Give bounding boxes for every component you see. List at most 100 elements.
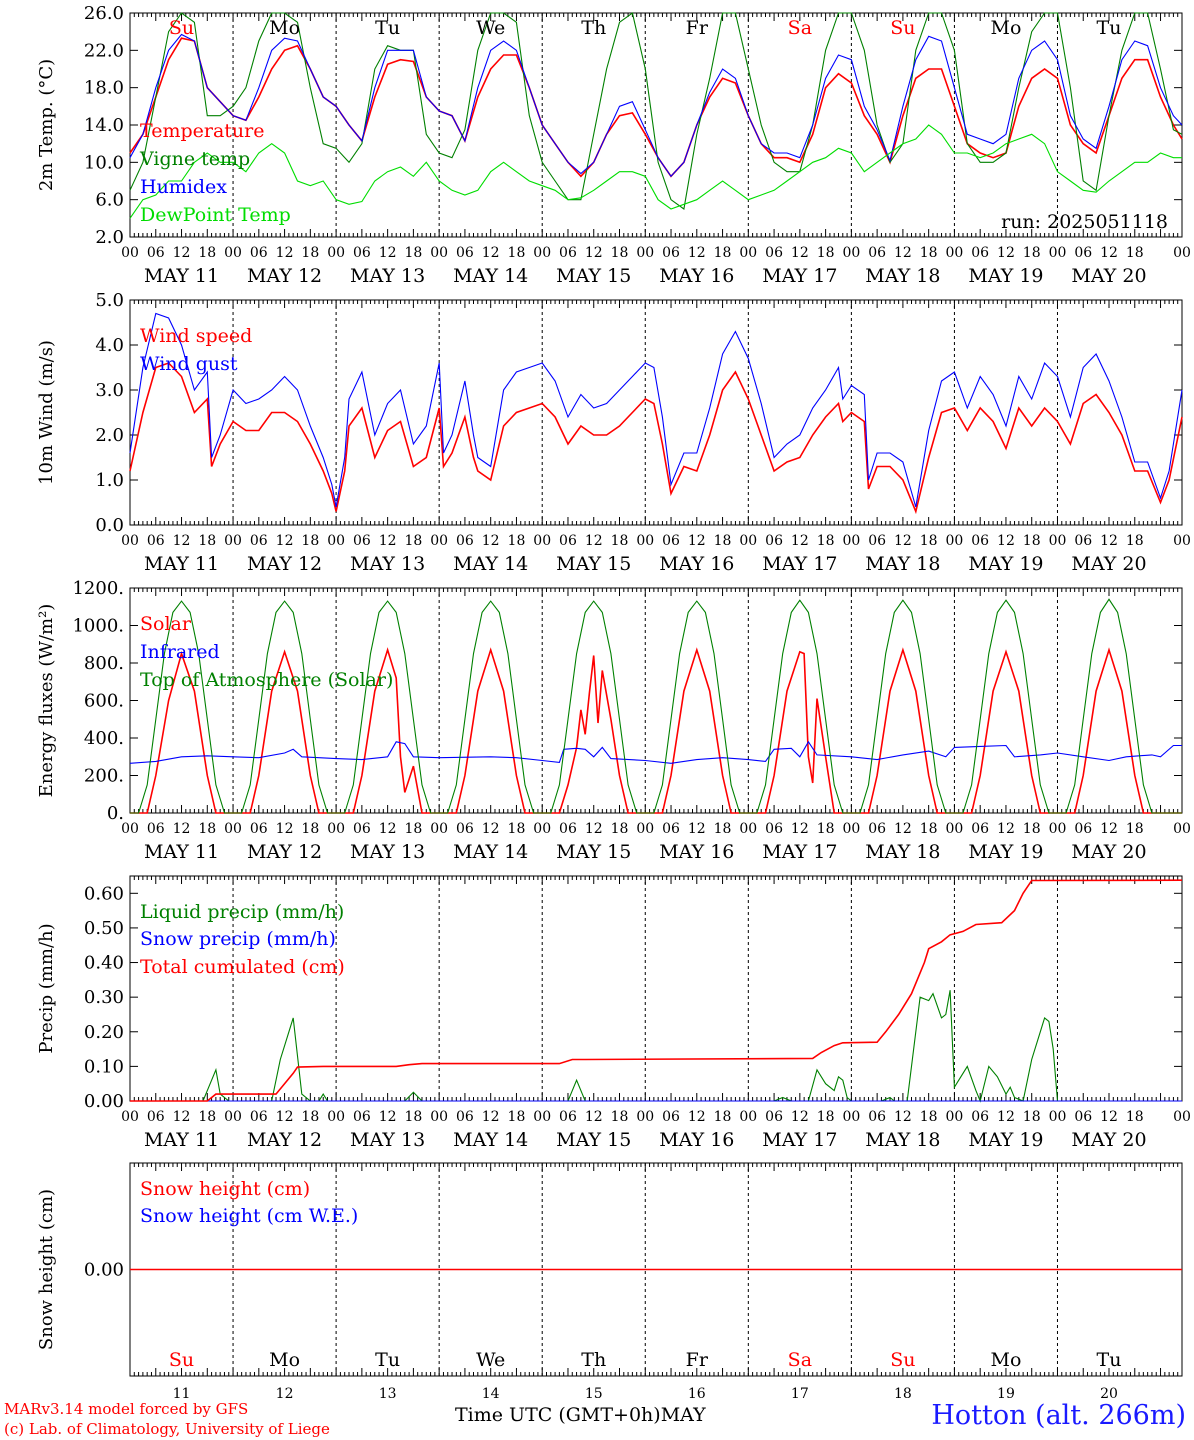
hour-tick-label: 06 [1074,245,1092,261]
precip-series-liquid-precip-mm-h- [130,990,1182,1103]
temp-legend-item: DewPoint Temp [140,204,291,226]
temp-ytick-label: 22.0 [84,40,124,61]
hour-tick-label: 06 [147,821,165,837]
hour-tick-label: 00 [636,245,654,261]
temp-series-vigne-temp [129,12,1183,210]
hour-tick-label: 06 [559,1109,577,1125]
hour-tick-label: 18 [1126,533,1144,549]
hour-tick-label: 00 [224,821,242,837]
hour-tick-label: 12 [276,245,294,261]
hour-tick-label: 00 [430,821,448,837]
hour-tick-label: 06 [353,533,371,549]
day-number-label: 20 [1100,1386,1118,1402]
run-label: run: 2025051118 [1001,211,1168,233]
temp-legend-item: Temperature [140,120,264,142]
hour-tick-label: 06 [1074,533,1092,549]
wind-ytick-label: 2.0 [95,425,124,446]
day-number-label: 17 [791,1386,809,1402]
date-label: MAY 12 [247,1129,322,1151]
temp-series-humidex [129,33,1183,178]
hour-tick-label: 00 [739,533,757,549]
date-label: MAY 20 [1071,265,1146,287]
hour-tick-label: 00 [842,533,860,549]
temp-ylabel: 2m Temp. (°C) [36,59,57,191]
hour-tick-label: 06 [765,1109,783,1125]
hour-tick-label: 18 [920,1109,938,1125]
date-label: MAY 20 [1071,553,1146,575]
wind-ylabel: 10m Wind (m/s) [36,340,57,485]
weekday-label-bottom: Su [890,1349,915,1371]
hour-tick-label: 00 [1173,533,1191,549]
weekday-label-top: Su [169,17,194,39]
energy-legend-item: Infrared [140,641,220,663]
date-label: MAY 19 [968,1129,1043,1151]
hour-tick-label: 12 [997,533,1015,549]
energy-series-infrared [129,740,1182,764]
hour-tick-label: 18 [301,245,319,261]
weekday-label-top: Tu [375,17,400,39]
hour-tick-label: 18 [1126,245,1144,261]
lab-credit-line: (c) Lab. of Climatology, University of L… [4,1420,330,1438]
precip-ytick-label: 0.10 [84,1056,124,1077]
hour-tick-label: 06 [868,1109,886,1125]
hour-tick-label: 12 [482,821,500,837]
precip-ytick-label: 0.00 [84,1091,124,1112]
hour-tick-label: 12 [791,533,809,549]
hour-tick-label: 06 [559,533,577,549]
hour-tick-label: 12 [482,245,500,261]
wind-legend-item: Wind gust [140,353,238,375]
date-label: MAY 12 [247,841,322,863]
energy-ytick-label: 1200. [72,578,124,599]
weekday-label-bottom: We [476,1349,505,1371]
time-axis-label: Time UTC (GMT+0h)MAY [455,1404,706,1426]
hour-tick-label: 12 [997,245,1015,261]
hour-tick-label: 00 [327,1109,345,1125]
hour-tick-label: 18 [301,821,319,837]
energy-legend-item: Solar [140,613,192,635]
weekday-label-top: Sa [788,17,812,39]
temp-legend-item: Humidex [140,176,227,198]
hour-tick-label: 12 [585,1109,603,1125]
hour-tick-label: 12 [1100,245,1118,261]
date-label: MAY 13 [350,1129,425,1151]
hour-tick-label: 12 [482,533,500,549]
hour-tick-label: 18 [714,1109,732,1125]
day-number-label: 12 [276,1386,294,1402]
hour-tick-label: 12 [894,245,912,261]
hour-tick-label: 00 [224,533,242,549]
hour-tick-label: 06 [353,1109,371,1125]
temp-ytick-label: 10.0 [84,152,124,173]
hour-tick-label: 12 [585,245,603,261]
hour-tick-label: 18 [817,533,835,549]
wind-ytick-label: 4.0 [95,335,124,356]
temp-ytick-label: 26.0 [84,3,124,24]
hour-tick-label: 12 [688,1109,706,1125]
hour-tick-label: 00 [430,245,448,261]
precip-legend-item: Snow precip (mm/h) [140,928,336,950]
date-label: MAY 11 [144,265,219,287]
hour-tick-label: 12 [173,533,191,549]
precip-ytick-label: 0.30 [84,987,124,1008]
hour-tick-label: 00 [946,533,964,549]
hour-tick-label: 18 [1023,245,1041,261]
temp-legend-item: Vigne temp [139,148,250,170]
weekday-label-bottom: Su [169,1349,194,1371]
snow-legend-item: Snow height (cm W.E.) [140,1205,358,1227]
wind-ytick-label: 0.0 [95,515,124,536]
hour-tick-label: 06 [662,821,680,837]
hour-tick-label: 00 [1173,245,1191,261]
weekday-label-top: Tu [1097,17,1122,39]
date-label: MAY 18 [865,553,940,575]
temp-series-temperature [129,37,1183,178]
energy-ytick-label: 600. [84,691,124,712]
wind-series-wind-gust [129,312,1183,508]
hour-tick-label: 12 [585,821,603,837]
day-number-label: 13 [379,1386,397,1402]
date-label: MAY 14 [453,1129,528,1151]
hour-tick-label: 18 [714,533,732,549]
hour-tick-label: 00 [1173,1109,1191,1125]
hour-tick-label: 06 [765,245,783,261]
temp-ytick-label: 6.0 [95,190,124,211]
energy-frame [129,587,1183,814]
